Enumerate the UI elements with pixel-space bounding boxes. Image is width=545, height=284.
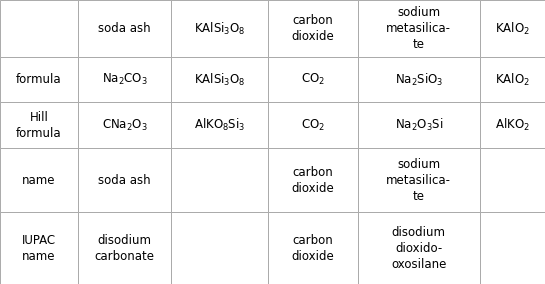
Text: disodium
dioxido-
oxosilane: disodium dioxido- oxosilane [391,225,446,271]
Bar [358,0,480,57]
Bar [268,212,358,284]
Bar [480,57,545,103]
Text: soda ash: soda ash [98,22,151,35]
Bar [78,57,171,103]
Text: Hill
formula: Hill formula [16,111,62,140]
Bar [480,148,545,212]
Text: KAlSi$_3$O$_8$: KAlSi$_3$O$_8$ [194,20,245,37]
Text: carbon
dioxide: carbon dioxide [292,234,335,263]
Bar [78,212,171,284]
Bar [358,212,480,284]
Bar [268,148,358,212]
Bar [171,57,268,103]
Text: sodium
metasilica-
te: sodium metasilica- te [386,6,451,51]
Bar [358,103,480,148]
Bar [78,0,171,57]
Text: Na$_2$SiO$_3$: Na$_2$SiO$_3$ [395,72,443,88]
Bar [0,0,78,57]
Text: IUPAC
name: IUPAC name [22,234,56,263]
Text: CO$_2$: CO$_2$ [301,118,325,133]
Bar [171,212,268,284]
Text: AlKO$_8$Si$_3$: AlKO$_8$Si$_3$ [194,117,245,133]
Text: Na$_2$CO$_3$: Na$_2$CO$_3$ [102,72,148,87]
Bar [268,57,358,103]
Text: Na$_2$O$_3$Si: Na$_2$O$_3$Si [395,117,443,133]
Bar [0,103,78,148]
Text: carbon
dioxide: carbon dioxide [292,14,335,43]
Bar [171,103,268,148]
Text: CO$_2$: CO$_2$ [301,72,325,87]
Bar [268,0,358,57]
Bar [0,57,78,103]
Text: carbon
dioxide: carbon dioxide [292,166,335,195]
Text: formula: formula [16,73,62,86]
Bar [78,148,171,212]
Text: name: name [22,174,56,187]
Bar [0,212,78,284]
Text: KAlSi$_3$O$_8$: KAlSi$_3$O$_8$ [194,72,245,88]
Text: CNa$_2$O$_3$: CNa$_2$O$_3$ [102,118,148,133]
Bar [358,148,480,212]
Text: disodium
carbonate: disodium carbonate [95,234,155,263]
Text: soda ash: soda ash [98,174,151,187]
Text: KAlO$_2$: KAlO$_2$ [495,20,530,37]
Bar [358,57,480,103]
Bar [0,148,78,212]
Bar [480,212,545,284]
Text: AlKO$_2$: AlKO$_2$ [495,117,530,133]
Bar [480,103,545,148]
Text: sodium
metasilica-
te: sodium metasilica- te [386,158,451,202]
Bar [268,103,358,148]
Bar [171,148,268,212]
Text: KAlO$_2$: KAlO$_2$ [495,72,530,88]
Bar [78,103,171,148]
Bar [480,0,545,57]
Bar [171,0,268,57]
